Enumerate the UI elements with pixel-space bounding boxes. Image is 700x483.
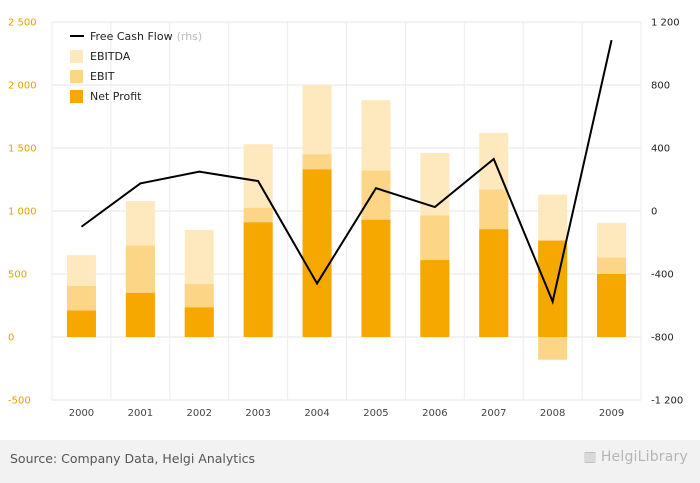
- y-tick-right-label: -1 200: [651, 396, 683, 407]
- x-tick-label: 2005: [363, 408, 388, 419]
- bar-net-profit: [243, 222, 273, 337]
- x-tick-label: 2002: [187, 408, 212, 419]
- line-series: [80, 39, 613, 305]
- bars: [66, 85, 627, 360]
- y-tick-left-label: 2 500: [8, 18, 37, 29]
- bar-net-profit: [184, 307, 214, 337]
- y-tick-left-label: 2 000: [8, 81, 37, 92]
- y-tick-left-label: 1 000: [8, 207, 37, 218]
- legend-label: EBITDA: [90, 50, 131, 63]
- y-tick-left-label: 0: [8, 333, 14, 344]
- logo-text: HelgiLibrary: [600, 449, 688, 465]
- x-tick-label: 2000: [69, 408, 94, 419]
- bar-net-profit: [302, 169, 332, 337]
- y-tick-right-label: 0: [651, 207, 657, 218]
- bar-net-profit: [479, 229, 509, 337]
- y-tick-right-label: 400: [651, 144, 670, 155]
- bar-net-profit: [125, 292, 155, 337]
- y-tick-left-label: 1 500: [8, 144, 37, 155]
- legend-marker: [70, 50, 83, 63]
- legend: Free Cash Flow (rhs) EBITDA EBIT Net Profit: [70, 30, 202, 103]
- y-tick-right-label: 1 200: [651, 18, 680, 29]
- x-tick-label: 2004: [304, 408, 329, 419]
- bar-net-profit: [420, 260, 450, 337]
- y-tick-right-label: 800: [651, 81, 670, 92]
- library-icon: ▥: [583, 449, 597, 465]
- y-tick-left-label: -500: [8, 396, 31, 407]
- line-free-cash-flow: [80, 39, 613, 305]
- legend-marker: [70, 70, 83, 83]
- x-tick-label: 2003: [245, 408, 270, 419]
- x-tick-label: 2009: [599, 408, 624, 419]
- bar-net-profit: [597, 274, 627, 337]
- legend-marker: [70, 90, 83, 103]
- legend-label: Net Profit: [90, 90, 142, 103]
- x-tick-label: 2007: [481, 408, 506, 419]
- chart-area: 2 500 2 000 1 500 1 000 500 0 -500 1 200 800 400 0…: [0, 0, 700, 440]
- helgi-library-logo[interactable]: ▥ HelgiLibrary: [583, 449, 688, 465]
- y-tick-right-label: -800: [651, 333, 674, 344]
- bar-ebit: [538, 337, 568, 360]
- chart-svg: 2 500 2 000 1 500 1 000 500 0 -500 1 200 800 400 0…: [8, 18, 683, 420]
- y-tick-right-label: -400: [651, 270, 674, 281]
- legend-label: Free Cash Flow: [90, 30, 173, 43]
- axes: 2 500 2 000 1 500 1 000 500 0 -500 1 200 800 400 0…: [8, 18, 683, 420]
- source-note: Source: Company Data, Helgi Analytics: [10, 451, 256, 466]
- y-tick-left-label: 500: [8, 270, 27, 281]
- x-tick-label: 2001: [128, 408, 153, 419]
- bar-net-profit: [361, 219, 391, 337]
- x-tick-label: 2006: [422, 408, 447, 419]
- bar-net-profit: [66, 310, 96, 337]
- legend-note: (rhs): [177, 30, 203, 43]
- x-tick-label: 2008: [540, 408, 565, 419]
- legend-label: EBIT: [90, 70, 115, 83]
